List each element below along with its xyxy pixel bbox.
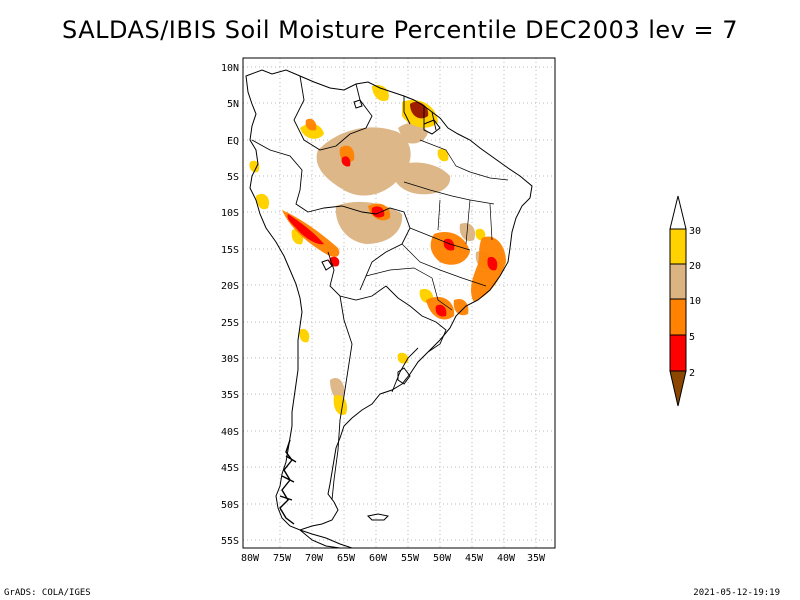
map-gridlines [243,58,555,548]
colorbar-label: 2 [689,368,695,379]
colorbar-above-30 [669,195,687,230]
lat-label: 50S [221,500,239,511]
map-frame [242,57,556,549]
country-borders [251,75,447,501]
colorbar [669,195,687,407]
lon-label: 50W [433,553,452,564]
colorbar-labels: 30 20 10 5 2 [689,226,701,379]
state-borders [365,139,509,311]
lon-label: 55W [401,553,420,564]
footer-timestamp: 2021-05-12-19:19 [693,588,780,598]
footer-credit: GrADS: COLA/IGES [4,588,91,598]
marajo-island [423,119,441,135]
lon-label: 70W [305,553,324,564]
chile-fjords [279,439,297,525]
tierra-del-fuego [299,529,353,548]
lat-label: 55S [221,536,239,547]
lat-label: 40S [221,427,239,438]
lon-label: 40W [497,553,516,564]
falkland-islands [366,513,390,521]
lat-label: 10N [221,63,239,74]
lon-label: 35W [527,553,546,564]
colorbar-2-5 [669,334,687,372]
lon-label: 80W [241,553,260,564]
lake-titicaca [321,259,333,271]
latitude-labels: 10N 5N EQ 5S 10S 15S 20S 25S 30S 35S 40S… [221,63,239,547]
lat-label: 15S [221,245,239,256]
lat-label: 10S [221,208,239,219]
lat-label: EQ [227,136,239,147]
trinidad-island [353,99,363,109]
colorbar-label: 10 [689,296,701,307]
colorbar-5-10 [669,298,687,336]
lon-label: 60W [369,553,388,564]
percentile-fill-2-5 [287,156,498,317]
lat-label: 5S [227,172,239,183]
lat-label: 35S [221,390,239,401]
lagoa-dos-patos [397,367,411,385]
lat-label: 25S [221,318,239,329]
colorbar-10-20 [669,263,687,300]
lon-label: 75W [273,553,292,564]
colorbar-label: 30 [689,226,701,237]
lat-label: 30S [221,354,239,365]
longitude-labels: 80W 75W 70W 65W 60W 55W 50W 45W 40W 35W [241,553,546,564]
lat-label: 20S [221,281,239,292]
lon-label: 45W [465,553,484,564]
colorbar-below-2 [669,370,687,407]
colorbar-20-30 [669,228,687,265]
lat-label: 5N [227,99,239,110]
lon-label: 65W [337,553,356,564]
map-title: SALDAS/IBIS Soil Moisture Percentile DEC… [62,16,738,44]
colorbar-label: 5 [689,332,695,343]
map-data-layer [245,69,533,548]
lat-label: 45S [221,463,239,474]
percentile-fill-10-20 [316,123,492,400]
south-america-coastline [245,69,533,531]
colorbar-label: 20 [689,261,701,272]
